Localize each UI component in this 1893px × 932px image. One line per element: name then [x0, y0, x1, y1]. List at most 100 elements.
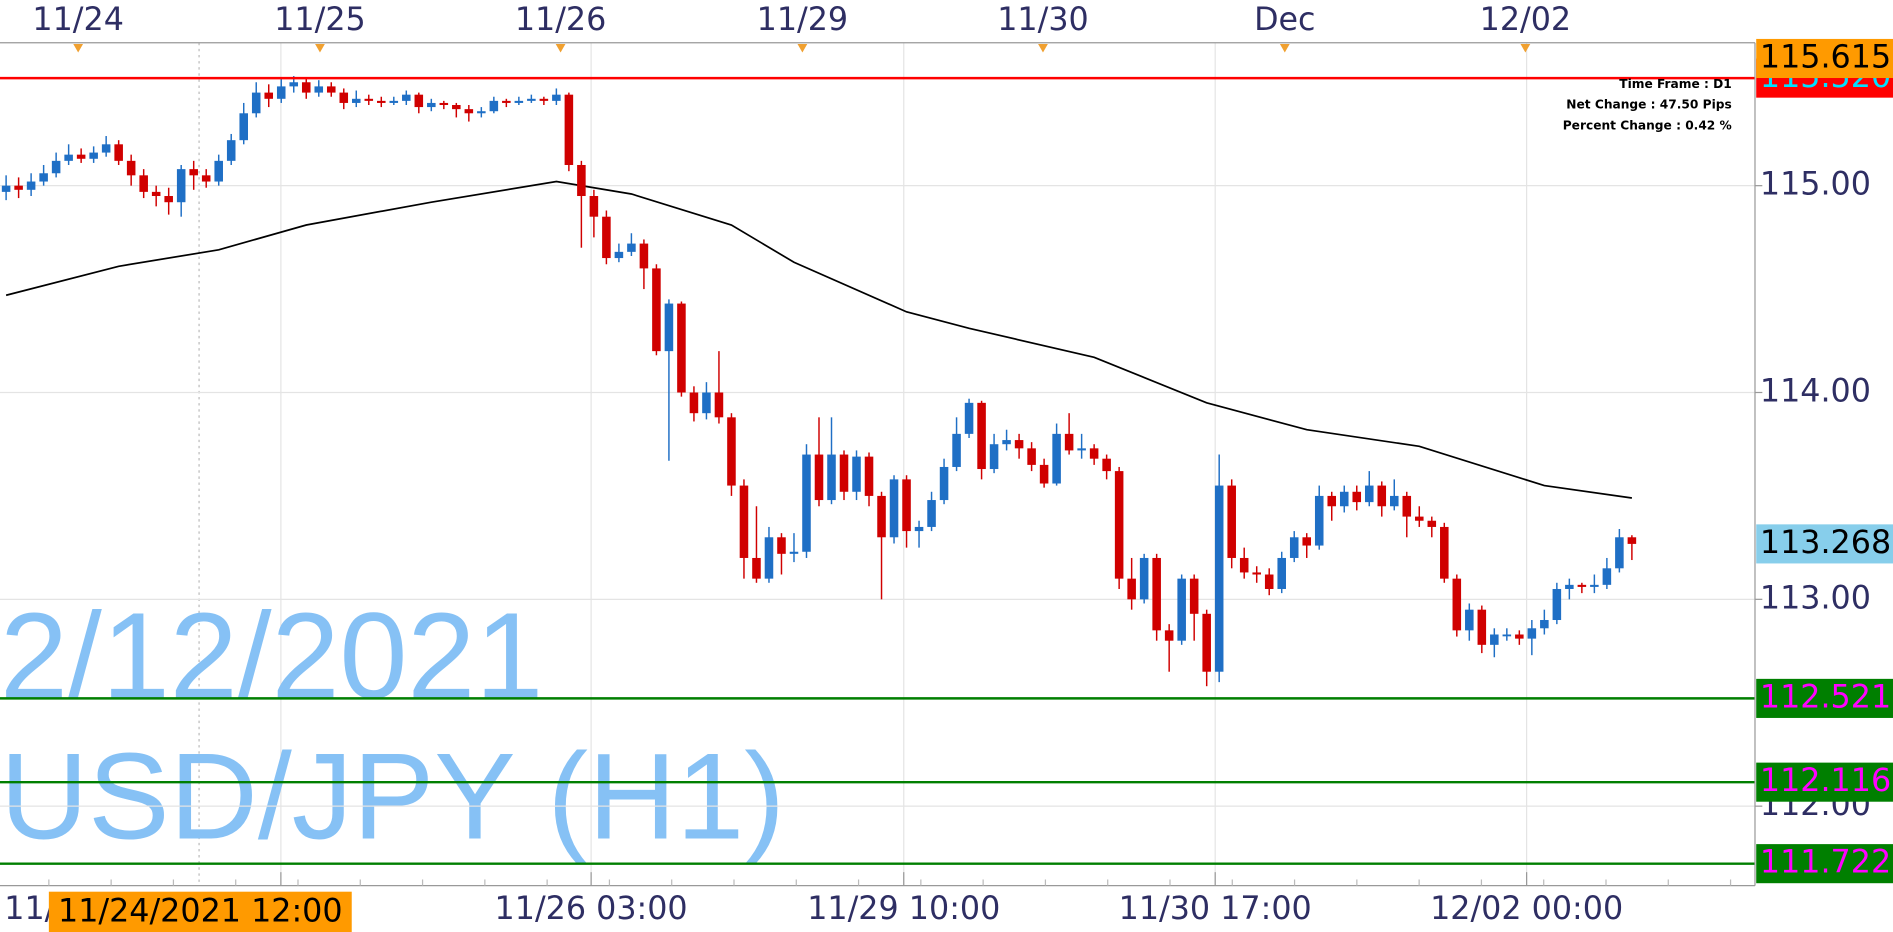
bottom-time-label: 11/29 10:00 [807, 891, 1000, 927]
candle-body [1452, 578, 1462, 631]
candle-body [239, 113, 248, 141]
candle-body [664, 303, 674, 352]
candle-body [539, 98, 549, 101]
candle-body [964, 402, 974, 434]
candle-body [226, 140, 236, 161]
y-tick-label: 115.00 [1760, 167, 1871, 203]
candle-body [139, 175, 148, 192]
candle-body [977, 402, 986, 470]
candle-body [1402, 495, 1412, 517]
bottom-time-label: 11/26 03:00 [495, 891, 688, 927]
candle-body [464, 109, 474, 114]
top-time-label: 11/30 [997, 2, 1088, 38]
candle-body [1577, 584, 1587, 587]
watermark-date: 2/12/2021 [0, 587, 543, 724]
candle-body [427, 102, 436, 108]
candle-body [1227, 485, 1236, 558]
candle-body [1102, 458, 1111, 472]
candle-body [614, 251, 624, 259]
candle-body [1515, 634, 1524, 639]
top-time-label: 11/24 [32, 2, 123, 38]
info-net-change: Net Change : 47.50 Pips [1566, 98, 1731, 112]
candle-body [377, 100, 386, 103]
candle-body [264, 92, 274, 99]
candle-body [452, 105, 461, 110]
info-timeframe: Time Frame : D1 [1619, 77, 1732, 91]
info-percent-change: Percent Change : 0.42 % [1563, 118, 1732, 132]
candle-body [489, 100, 499, 112]
candle-body [114, 144, 123, 161]
candle-body [602, 216, 611, 259]
candle-body [1540, 620, 1549, 629]
candle-body [927, 500, 936, 527]
candle-body [1327, 495, 1337, 507]
candle-body [276, 86, 286, 99]
candle-body [1139, 557, 1149, 600]
top-time-marker [315, 43, 325, 53]
candle-body [1289, 537, 1299, 558]
candle-body [1364, 485, 1374, 503]
candle-body [1627, 537, 1637, 544]
candle-body [1064, 433, 1074, 451]
candle-body [1590, 584, 1599, 587]
candle-body [1189, 578, 1199, 614]
candle-body [26, 181, 36, 190]
candle-body [1052, 433, 1061, 484]
candle-body [677, 303, 686, 393]
top-time-marker [73, 43, 84, 53]
candle-body [14, 185, 23, 190]
candle-body [1302, 537, 1312, 546]
candle-body [352, 98, 361, 103]
candle-body [64, 154, 73, 161]
candle-body [689, 392, 699, 414]
candle-body [39, 173, 48, 182]
candle-body [877, 495, 886, 538]
candle-body [714, 392, 724, 418]
moving-average [5, 180, 1633, 499]
candle-body [727, 417, 736, 486]
level-label-bg [1756, 762, 1893, 802]
candle-body [839, 454, 849, 492]
candle-body [777, 537, 786, 554]
top-time-marker [1520, 43, 1531, 53]
candle-body [176, 169, 186, 203]
level-label-bg [1756, 524, 1893, 564]
candle-body [889, 479, 899, 538]
candle-body [1002, 440, 1011, 445]
candle-body [852, 456, 861, 492]
candle-body [201, 175, 211, 182]
top-time-label: 11/29 [757, 2, 848, 38]
candle-body [752, 557, 761, 579]
candle-body [314, 86, 324, 93]
candle-body [1490, 634, 1499, 645]
candle-body [1202, 613, 1211, 672]
candle-body [1602, 568, 1612, 585]
candle-body [952, 433, 961, 467]
candle-body [514, 100, 524, 103]
candle-body [1077, 448, 1086, 451]
crosshair-label-bg [48, 891, 352, 932]
candle-body [1415, 516, 1424, 521]
candle-body [939, 466, 949, 501]
candle-body [902, 479, 911, 532]
candle-body [439, 102, 449, 106]
candle-body [76, 154, 86, 159]
candle-body [1252, 572, 1261, 575]
plot [0, 76, 1755, 865]
candle-body [627, 243, 636, 252]
level-label: 113.268 [1760, 525, 1891, 561]
bottom-time-label: 11/30 17:00 [1119, 891, 1312, 927]
level-label: 112.116 [1760, 763, 1891, 799]
candle-body [1477, 609, 1487, 645]
candle-body [652, 268, 661, 352]
bottom-time-label: 12/02 00:00 [1430, 891, 1623, 927]
candle-body [1089, 448, 1099, 459]
candle-body [589, 196, 599, 217]
candle-body [1465, 609, 1474, 631]
level-label: 111.722 [1760, 845, 1891, 881]
top-time-label: 11/26 [515, 2, 606, 38]
candle-body [1164, 630, 1174, 641]
candle-body [1314, 495, 1324, 546]
